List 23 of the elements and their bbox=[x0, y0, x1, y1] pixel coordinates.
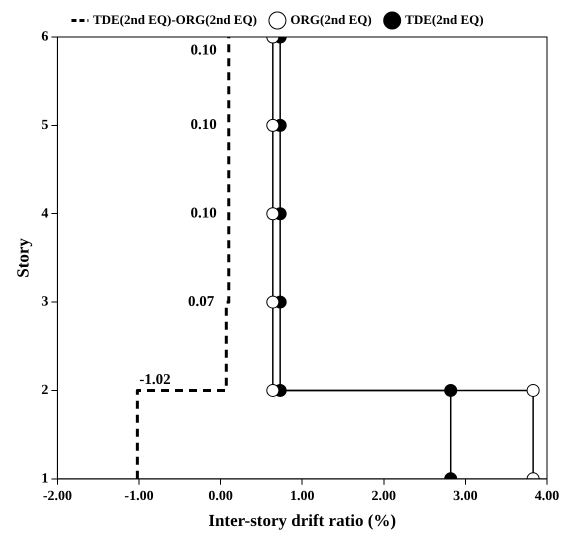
y-tick-label: 5 bbox=[41, 118, 48, 133]
annotation: 0.10 bbox=[190, 206, 217, 222]
x-tick-label: 0.00 bbox=[208, 488, 233, 504]
y-tick-label: 2 bbox=[41, 383, 48, 398]
y-tick-label: 1 bbox=[41, 471, 48, 486]
annotation: 0.10 bbox=[190, 117, 217, 134]
annotation: 0.10 bbox=[190, 42, 217, 58]
annotation: -1.02 bbox=[139, 372, 171, 388]
x-tick-label: 4.00 bbox=[534, 488, 560, 504]
legend-label: ORG(2nd EQ) bbox=[290, 12, 372, 27]
y-tick-label: 6 bbox=[41, 30, 48, 45]
x-axis-title: Inter-story drift ratio (%) bbox=[208, 511, 396, 530]
y-tick-label: 4 bbox=[41, 206, 48, 222]
annotation: 0.07 bbox=[188, 294, 215, 310]
x-tick-label: -1.00 bbox=[124, 488, 154, 504]
x-tick-label: 2.00 bbox=[372, 488, 396, 504]
x-tick-label: 3.00 bbox=[453, 488, 478, 504]
x-tick-label: -2.00 bbox=[42, 488, 72, 504]
y-tick-label: 3 bbox=[41, 294, 48, 310]
legend-label: TDE(2nd EQ) bbox=[405, 12, 484, 27]
y-axis-title: Story bbox=[14, 238, 33, 278]
legend-label: TDE(2nd EQ)-ORG(2nd EQ) bbox=[92, 12, 257, 27]
x-tick-label: 1.00 bbox=[290, 488, 314, 504]
